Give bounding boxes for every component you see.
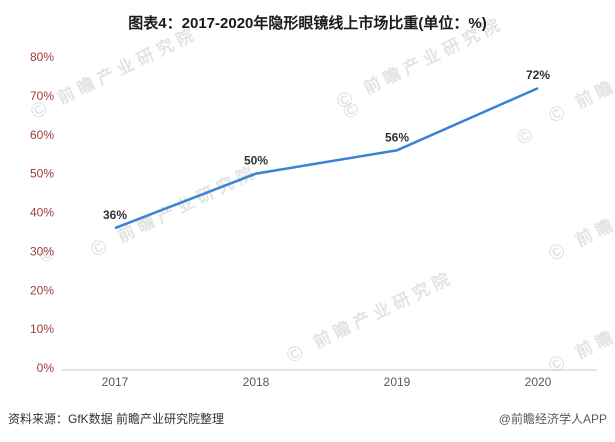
data-label: 36% xyxy=(103,208,127,222)
x-tick-label: 2018 xyxy=(243,375,270,389)
x-tick-label: 2020 xyxy=(525,375,552,389)
y-tick-label: 50% xyxy=(30,167,54,181)
credit-note: @前瞻经济学人APP xyxy=(498,412,607,426)
x-tick-label: 2019 xyxy=(384,375,411,389)
line-chart: 0% 10% 20% 30% 40% 50% 60% 70% 80% 2017 2018 2019 20… xyxy=(30,50,597,389)
data-label: 50% xyxy=(244,154,268,168)
y-tick-label: 80% xyxy=(30,50,54,64)
y-tick-label: 20% xyxy=(30,283,54,297)
chart-title: 图表4：2017-2020年隐形眼镜线上市场比重(单位：%) xyxy=(128,15,487,32)
x-tick-label: 2017 xyxy=(102,375,129,389)
footer: 资料来源：GfK数据 前瞻产业研究院整理 @前瞻经济学人APP xyxy=(0,410,615,427)
series-line xyxy=(114,86,539,230)
y-tick-label: 70% xyxy=(30,89,54,103)
data-label: 56% xyxy=(385,130,409,144)
y-tick-label: 10% xyxy=(30,322,54,336)
y-tick-label: 0% xyxy=(37,361,55,375)
y-tick-label: 40% xyxy=(30,206,54,220)
y-tick-label: 60% xyxy=(30,128,54,142)
y-tick-label: 30% xyxy=(30,244,54,258)
data-label: 72% xyxy=(526,68,550,82)
source-note: 资料来源：GfK数据 前瞻产业研究院整理 xyxy=(8,412,225,426)
